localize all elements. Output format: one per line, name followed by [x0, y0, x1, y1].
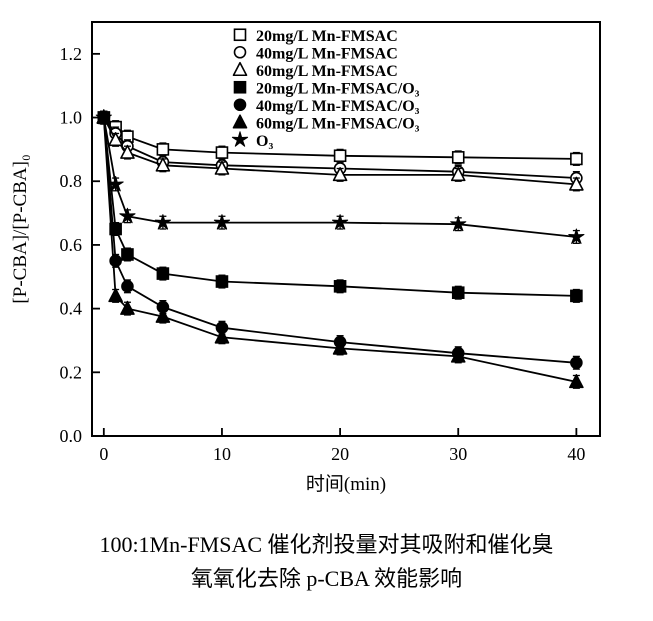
caption-line-1: 100:1Mn-FMSAC 催化剂投量对其吸附和催化臭: [99, 532, 554, 557]
marker-triangle-filled: [108, 288, 123, 303]
marker-square-filled: [233, 80, 247, 94]
marker-star: [95, 109, 112, 125]
marker-star: [119, 207, 136, 224]
series-star: [95, 109, 585, 244]
marker-square-filled: [333, 280, 347, 293]
legend-label: 40mg/L Mn-FMSAC: [256, 45, 398, 62]
marker-circle-filled: [570, 356, 583, 370]
legend-label: 20mg/L Mn-FMSAC/O₃: [256, 80, 420, 97]
series-line: [102, 117, 577, 297]
marker-star: [154, 214, 171, 230]
marker-triangle-filled: [450, 348, 466, 363]
y-tick-label: 0.2: [60, 362, 83, 382]
marker-triangle-open: [108, 132, 123, 147]
marker-square-open: [156, 143, 170, 156]
x-tick-label: 20: [331, 444, 349, 464]
chart-figure: 0 10 20 30 40 0.0 0.2 0.4 0.6 0.8 1.0 1.2 时间(min) [P-…: [0, 21, 653, 596]
marker-circle-filled: [109, 254, 122, 268]
figure-caption: 100:1Mn-FMSAC 催化剂投量对其吸附和催化臭 氧氧化去除 p-CBA …: [0, 528, 653, 596]
plot-frame: [91, 21, 601, 437]
marker-star: [231, 131, 249, 147]
y-tick-label: 1.2: [60, 44, 83, 64]
marker-square-filled: [570, 289, 583, 303]
marker-triangle-filled: [569, 374, 584, 389]
marker-square-filled: [121, 248, 134, 261]
marker-circle-open: [233, 45, 247, 59]
marker-star: [107, 175, 124, 192]
x-tick-label: 40: [567, 444, 585, 464]
legend-label: 60mg/L Mn-FMSAC: [256, 63, 398, 80]
marker-triangle-filled: [232, 114, 248, 129]
y-axis-label: [P-CBA]/[P-CBA]₀: [10, 154, 31, 303]
marker-square-open: [215, 146, 229, 159]
legend-label: 20mg/L Mn-FMSAC: [256, 28, 398, 45]
marker-triangle-filled: [332, 340, 348, 355]
x-tick-label: 30: [449, 444, 467, 464]
marker-triangle-filled: [214, 329, 230, 344]
marker-square-open: [233, 28, 247, 42]
x-axis-label: 时间(min): [306, 473, 386, 495]
y-tick-label: 0.0: [60, 426, 83, 446]
marker-circle-filled: [233, 98, 247, 112]
caption-line-2: 氧氧化去除 p-CBA 效能影响: [190, 566, 463, 592]
marker-triangle-open: [232, 61, 248, 77]
y-tick-label: 0.4: [60, 299, 83, 319]
series-square-filled: [97, 110, 583, 303]
marker-triangle-filled: [155, 308, 171, 323]
marker-star: [450, 215, 467, 232]
marker-square-filled: [451, 286, 465, 299]
marker-square-filled: [156, 267, 170, 280]
marker-triangle-open: [214, 160, 230, 175]
marker-square-open: [333, 149, 347, 163]
marker-triangle-filled: [120, 300, 135, 315]
y-tick-label: 0.6: [60, 235, 83, 255]
marker-triangle-open: [569, 176, 584, 191]
legend-label: 60mg/L Mn-FMSAC/O₃: [256, 115, 420, 132]
marker-triangle-open: [155, 157, 171, 172]
marker-star: [213, 214, 231, 230]
legend-label: 40mg/L Mn-FMSAC/O₃: [256, 98, 420, 115]
marker-square-filled: [109, 222, 122, 236]
marker-triangle-open: [120, 144, 135, 159]
marker-star: [568, 228, 585, 244]
marker-star: [331, 214, 349, 230]
x-tick-label: 10: [213, 444, 231, 464]
marker-triangle-open: [450, 167, 466, 182]
x-tick-label: 0: [99, 444, 108, 464]
legend-label: O₃: [256, 133, 273, 150]
marker-triangle-open: [332, 167, 348, 182]
y-tick-label: 0.8: [60, 171, 83, 191]
marker-circle-filled: [121, 280, 134, 293]
figure-page: 0 10 20 30 40 0.0 0.2 0.4 0.6 0.8 1.0 1.2 时间(min) [P-…: [0, 21, 653, 596]
marker-square-open: [570, 152, 583, 166]
y-tick-label: 1.0: [60, 108, 83, 128]
series-line: [102, 117, 577, 238]
marker-square-filled: [215, 275, 229, 288]
line-chart: 0 10 20 30 40 0.0 0.2 0.4 0.6 0.8 1.0 1.2 时间(min) [P-…: [10, 21, 601, 495]
marker-square-open: [451, 151, 465, 164]
